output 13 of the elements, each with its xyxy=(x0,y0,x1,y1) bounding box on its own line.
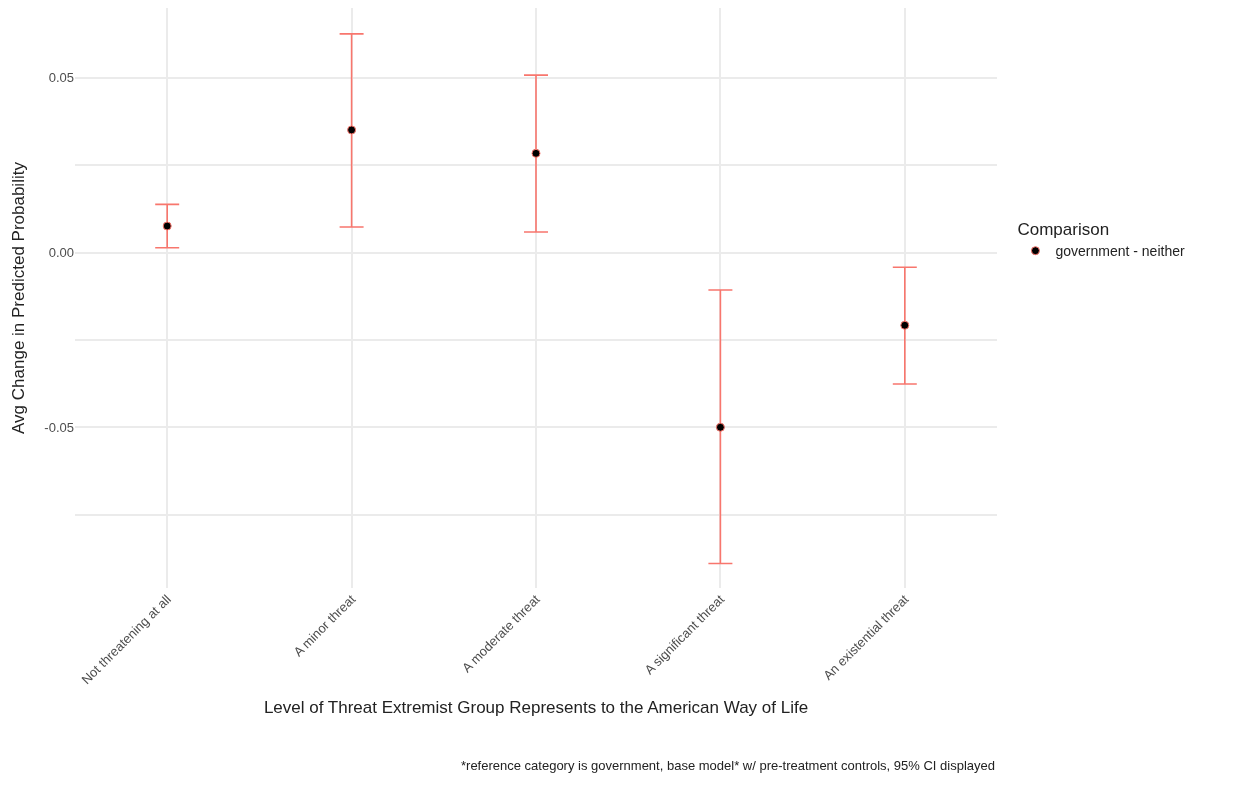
y-tick-label: 0.05 xyxy=(48,70,74,86)
y-tick-label: -0.05 xyxy=(44,419,74,435)
y-tick-label: 0.00 xyxy=(48,245,74,261)
point xyxy=(347,125,357,135)
point xyxy=(531,148,541,158)
text: *reference category is government, base model* w/ pre-treatment controls, 95% CI displayed xyxy=(461,758,995,773)
legend-title: Comparison xyxy=(1017,220,1110,240)
legend-label: government - neither xyxy=(1055,243,1185,260)
point xyxy=(900,320,910,330)
point xyxy=(162,221,172,231)
x-axis-title: Level of Threat Extremist Group Represents to the American Way of Life xyxy=(263,698,809,718)
point xyxy=(715,422,725,432)
y-axis-title: Avg Change in Predicted Probability xyxy=(8,161,28,434)
